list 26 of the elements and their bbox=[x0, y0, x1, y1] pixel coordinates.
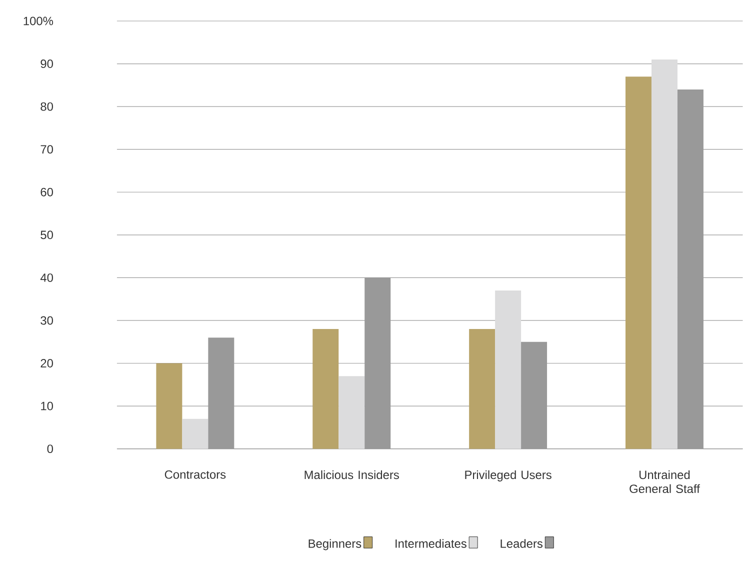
legend-label: Intermediates bbox=[396, 539, 466, 548]
bar bbox=[495, 290, 522, 449]
y-tick-label: 60 bbox=[40, 188, 53, 196]
x-tick-label: Contractors bbox=[164, 470, 226, 479]
y-tick-label: 80 bbox=[40, 102, 53, 111]
bar bbox=[626, 76, 652, 449]
x-tick-label: Privileged Users bbox=[465, 470, 552, 482]
bar bbox=[651, 60, 678, 449]
bar bbox=[182, 418, 208, 449]
legend-label: Beginners bbox=[308, 539, 362, 550]
bar bbox=[156, 363, 182, 449]
y-tick-label: 90 bbox=[40, 60, 53, 68]
y-tick-label: 30 bbox=[40, 316, 53, 325]
bar bbox=[312, 329, 339, 449]
y-tick-label: 0 bbox=[47, 444, 53, 454]
y-tick-label: 50 bbox=[40, 230, 53, 240]
y-tick-label: 20 bbox=[40, 359, 53, 368]
x-tick-label: Untrained General Staff bbox=[630, 470, 700, 494]
y-tick-label: 40 bbox=[40, 274, 53, 282]
y-tick-label: 70 bbox=[40, 145, 53, 154]
legend-label: Leaders bbox=[500, 539, 543, 548]
bar bbox=[338, 376, 365, 449]
y-tick-label: 100% bbox=[24, 16, 54, 26]
x-tick-label: Malicious Insiders bbox=[304, 470, 399, 480]
bar bbox=[469, 329, 496, 449]
y-tick-label: 10 bbox=[41, 402, 53, 410]
